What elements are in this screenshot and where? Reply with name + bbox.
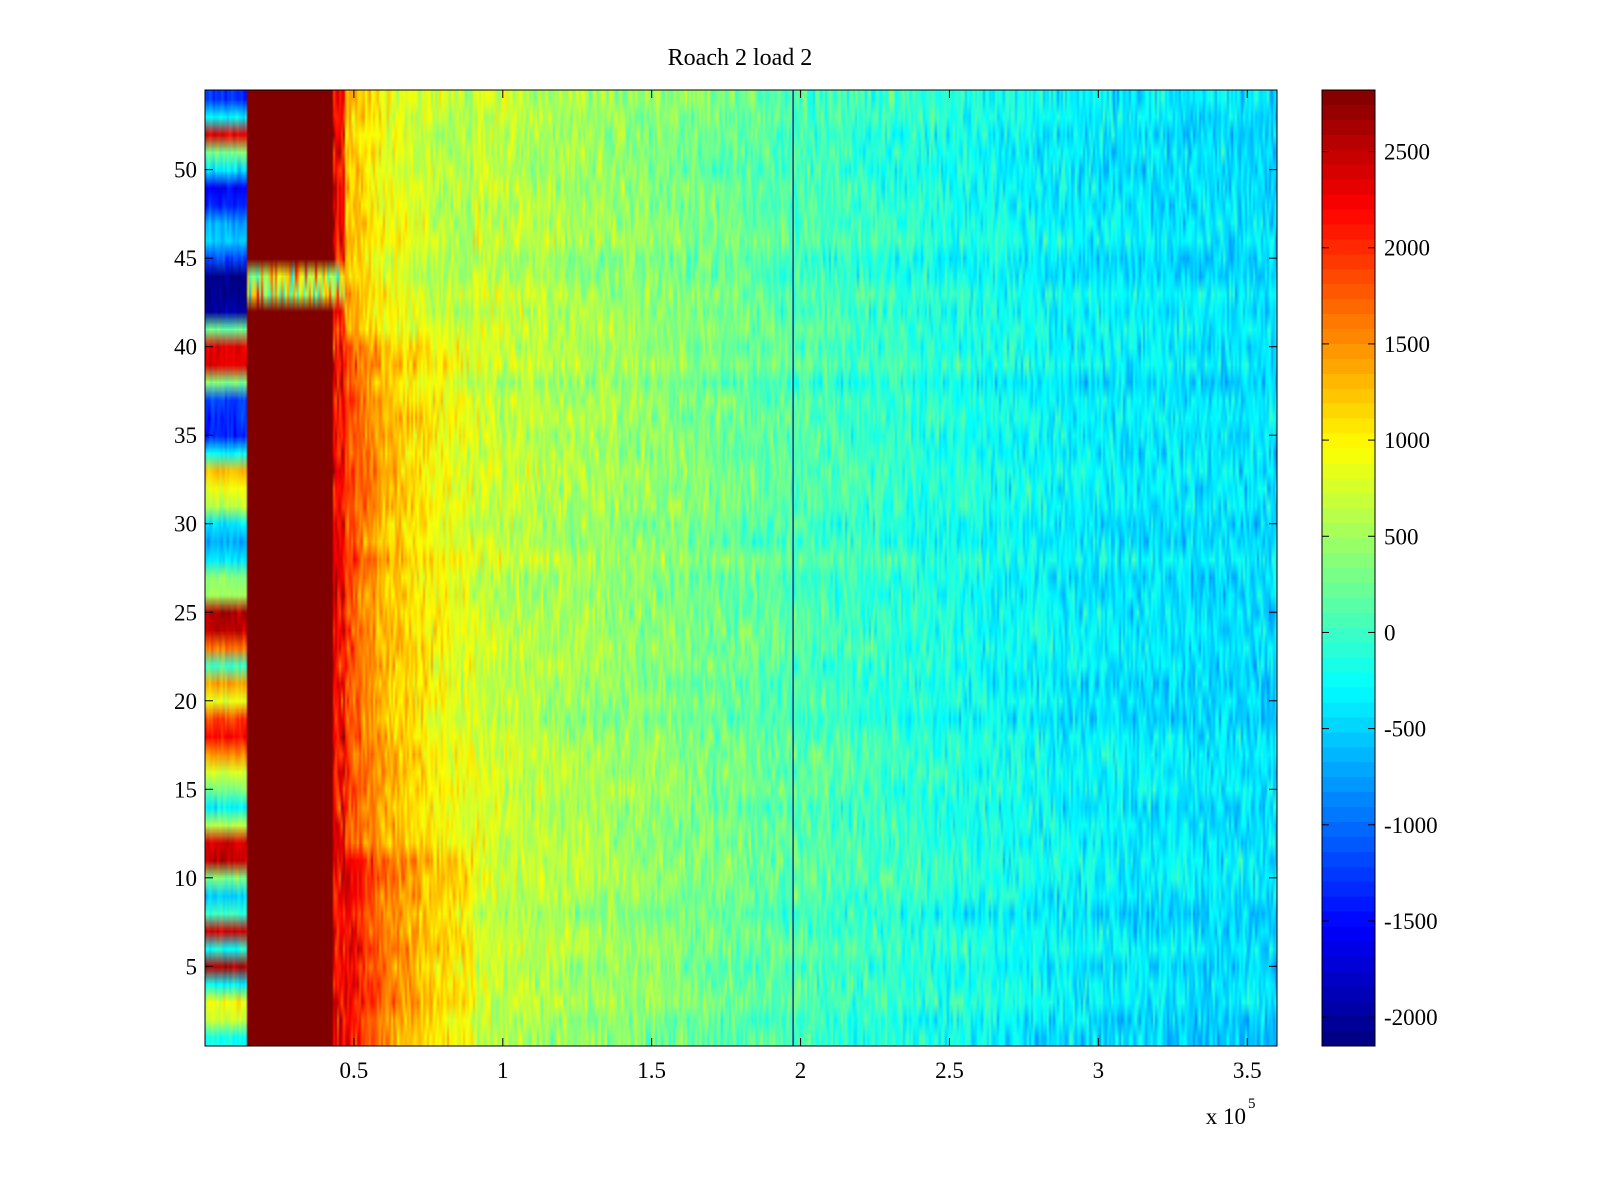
colorbar-tick-label: 1000 — [1384, 428, 1430, 453]
x-multiplier-exponent: 5 — [1248, 1096, 1256, 1112]
y-tick-label: 10 — [174, 866, 197, 891]
colorbar-tick-label: 1500 — [1384, 332, 1430, 357]
x-tick-label: 2.5 — [935, 1058, 964, 1083]
x-tick-label: 3 — [1093, 1058, 1105, 1083]
colorbar-tick-label: 2000 — [1384, 236, 1430, 261]
y-tick-label: 15 — [174, 777, 197, 802]
chart-title: Roach 2 load 2 — [668, 45, 813, 71]
colorbar-ticks: 2500 2000 1500 1000 500 0 -500 -1000 -1500 -2000 — [1322, 140, 1438, 1030]
colorbar-tick-label: 2500 — [1384, 140, 1430, 165]
x-axis-ticks: 0.5 1 1.5 2 2.5 3 3.5 — [340, 90, 1262, 1083]
colorbar-tick-label: -500 — [1384, 717, 1426, 742]
x-tick-label: 1 — [497, 1058, 509, 1083]
plot-frame — [204, 89, 1278, 1047]
colorbar-gradient — [1322, 90, 1375, 1046]
y-tick-label: 35 — [174, 423, 197, 448]
y-tick-label: 45 — [174, 246, 197, 271]
colorbar-tick-label: -1000 — [1384, 813, 1438, 838]
heatmap-plot-area: 0.5 1 1.5 2 2.5 3 3.5 5 10 15 20 25 30 35 40 45 50 — [174, 89, 1278, 1083]
y-tick-label: 5 — [186, 954, 198, 979]
x-tick-label: 3.5 — [1233, 1058, 1262, 1083]
colorbar-tick-label: -2000 — [1384, 1005, 1438, 1030]
colorbar: 2500 2000 1500 1000 500 0 -500 -1000 -1500 -2000 — [1321, 89, 1438, 1047]
y-tick-label: 25 — [174, 600, 197, 625]
heatmap-image — [205, 90, 1277, 1046]
x-tick-label: 1.5 — [637, 1058, 666, 1083]
y-tick-label: 20 — [174, 689, 197, 714]
x-multiplier-label: x 10 — [1206, 1104, 1246, 1129]
x-axis-multiplier: x 10 5 — [1206, 1096, 1256, 1129]
y-tick-label: 40 — [174, 335, 197, 360]
y-axis-ticks: 5 10 15 20 25 30 35 40 45 50 — [174, 158, 1277, 979]
x-tick-label: 0.5 — [340, 1058, 369, 1083]
y-tick-label: 30 — [174, 512, 197, 537]
colorbar-tick-label: 500 — [1384, 524, 1419, 549]
y-tick-label: 50 — [174, 158, 197, 183]
colorbar-tick-label: 0 — [1384, 620, 1396, 645]
colorbar-frame — [1321, 89, 1376, 1047]
x-tick-label: 2 — [795, 1058, 807, 1083]
colorbar-tick-label: -1500 — [1384, 909, 1438, 934]
